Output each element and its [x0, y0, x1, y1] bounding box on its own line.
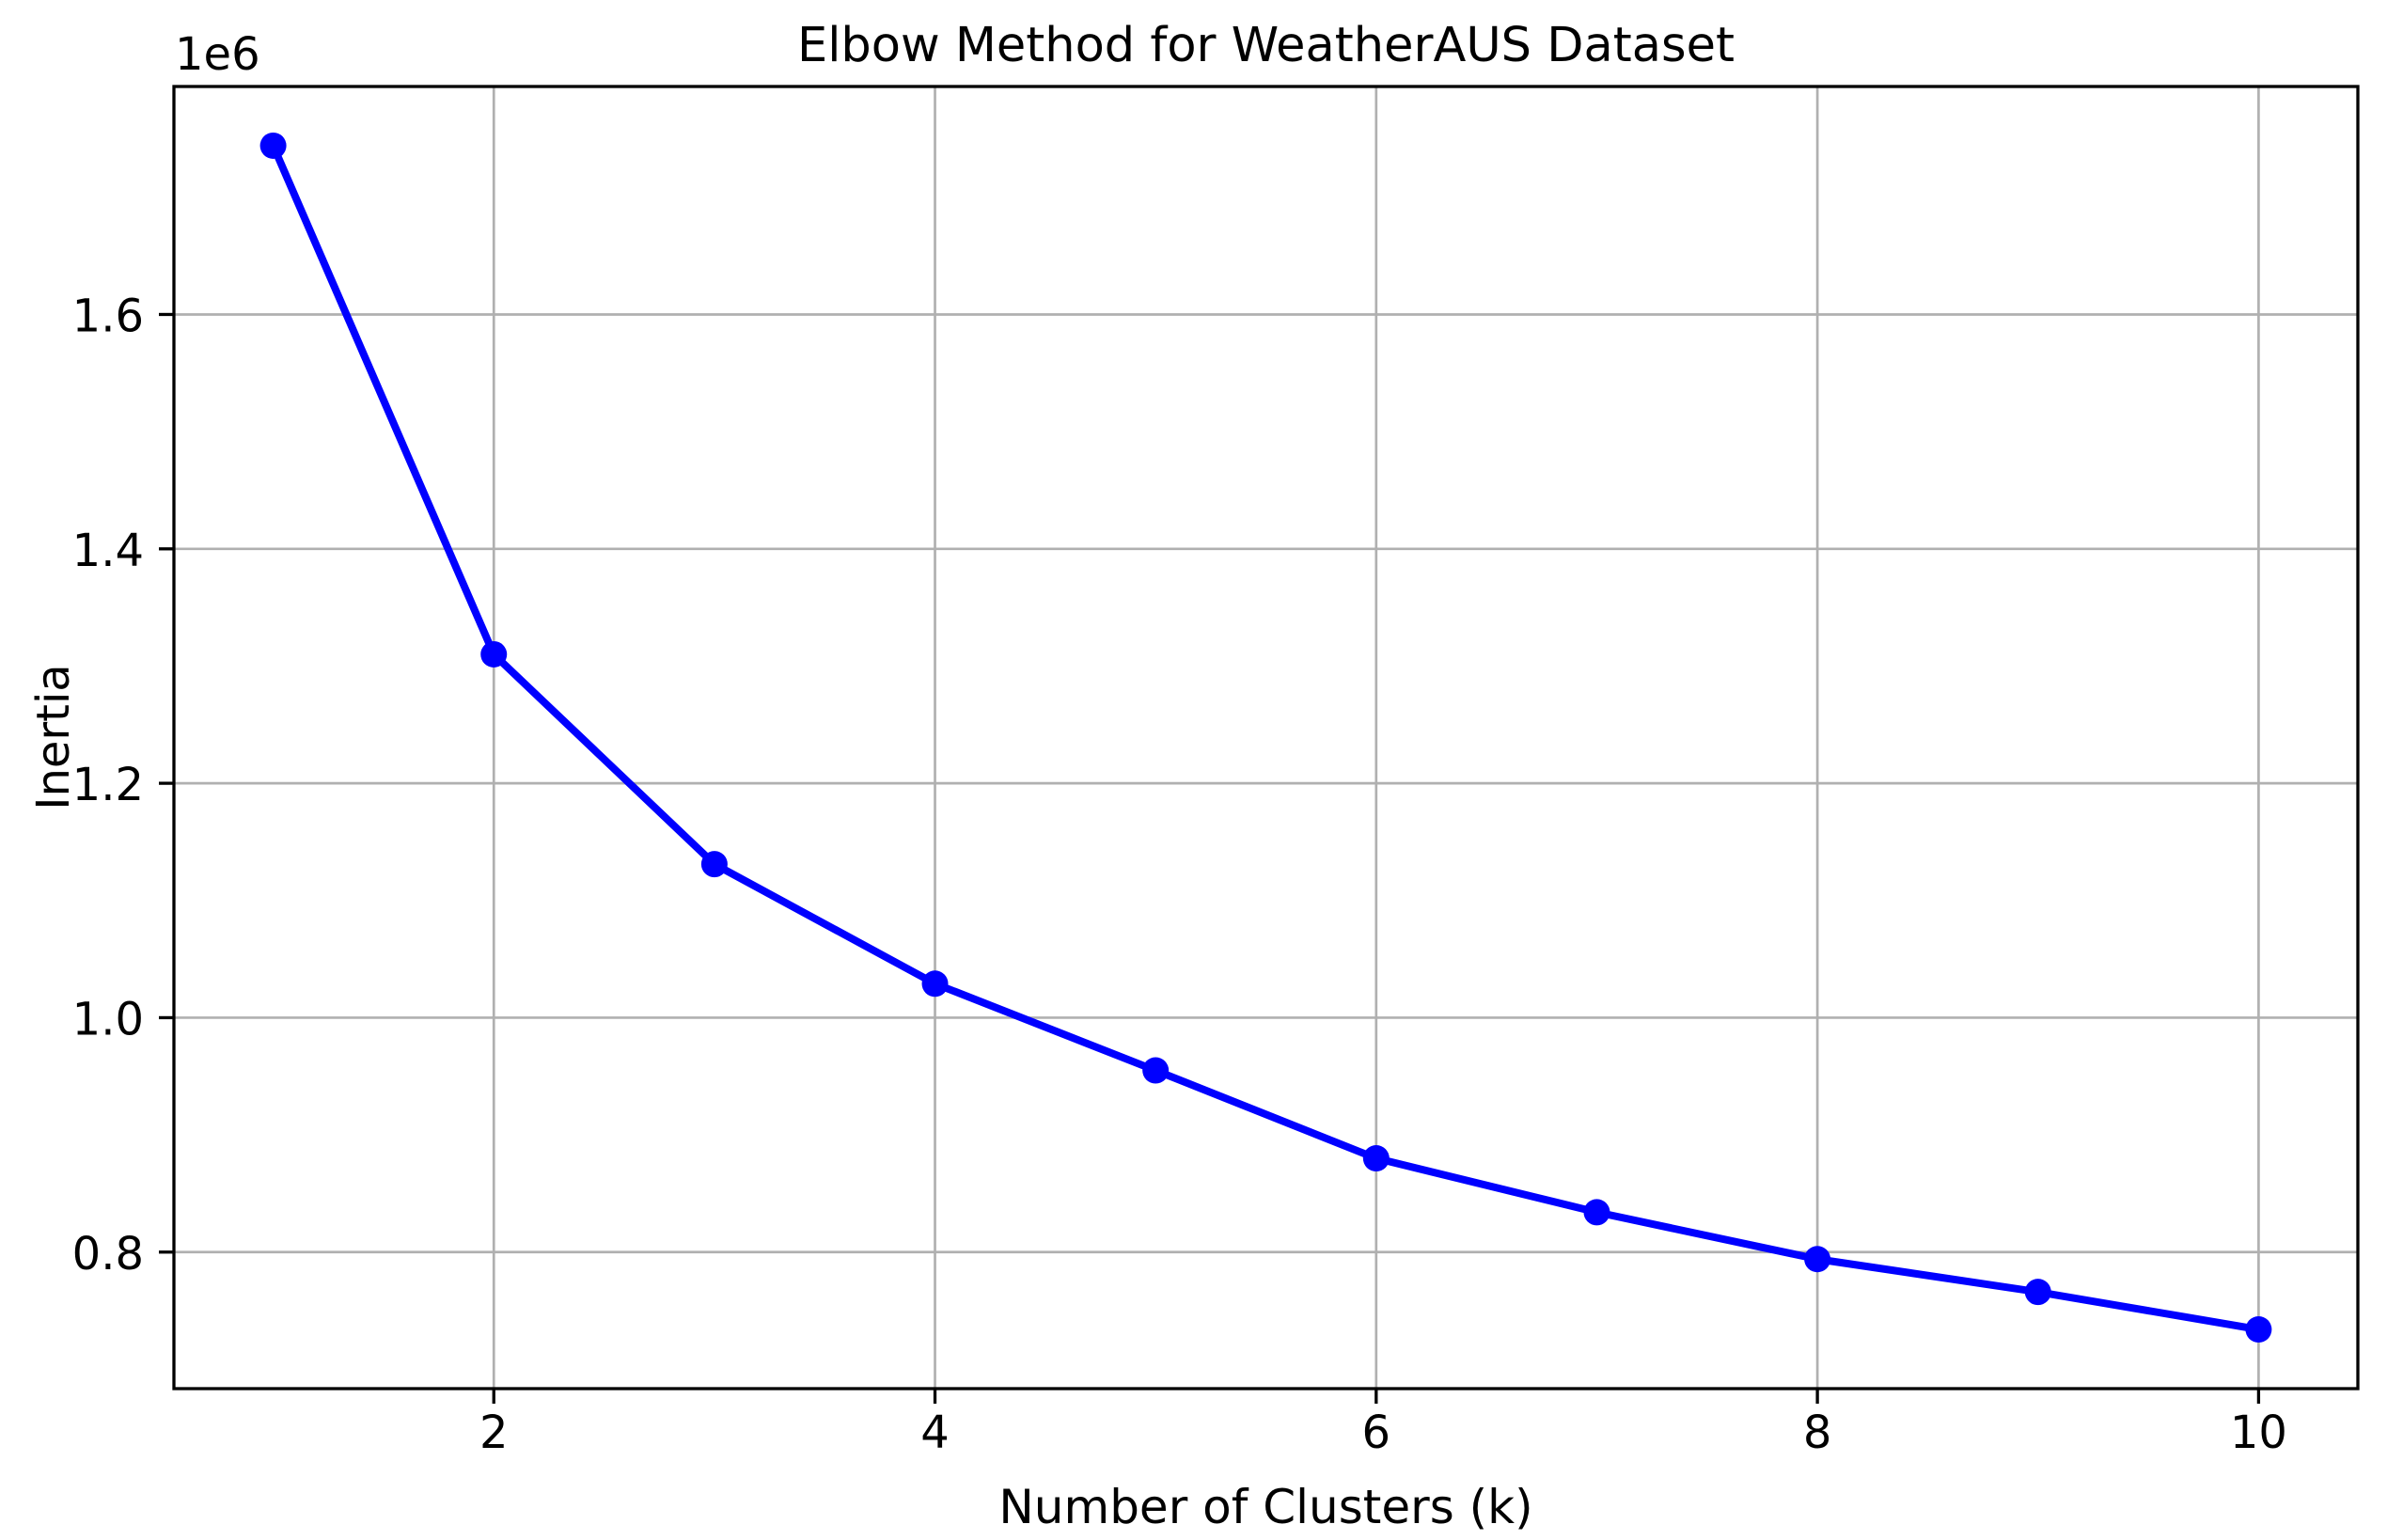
data-point	[1804, 1246, 1831, 1273]
y-tick-label: 0.8	[72, 1228, 144, 1281]
data-point	[700, 851, 728, 878]
y-axis-offset-label: 1e6	[175, 28, 260, 81]
x-tick-label: 8	[1803, 1406, 1832, 1459]
x-tick-label: 4	[920, 1406, 950, 1459]
axes-frame	[172, 85, 2360, 1391]
y-tick-label: 1.0	[72, 993, 144, 1045]
data-point	[1583, 1199, 1610, 1226]
data-point	[1142, 1057, 1170, 1084]
data-point	[2245, 1316, 2272, 1344]
data-point	[921, 970, 949, 998]
x-tick-label: 2	[479, 1406, 509, 1459]
data-point	[2024, 1279, 2051, 1306]
chart-title: Elbow Method for WeatherAUS Dataset	[797, 18, 1735, 73]
data-point	[259, 132, 287, 159]
x-axis-label: Number of Clusters (k)	[998, 1480, 1533, 1534]
data-point	[480, 640, 508, 668]
y-tick-label: 1.4	[72, 525, 144, 577]
series-line	[269, 141, 2263, 1334]
x-tick-label: 6	[1362, 1406, 1391, 1459]
x-tick-label: 10	[2230, 1406, 2287, 1459]
data-point	[1362, 1145, 1390, 1172]
y-tick-label: 1.6	[72, 290, 144, 342]
y-tick-label: 1.2	[72, 759, 144, 811]
